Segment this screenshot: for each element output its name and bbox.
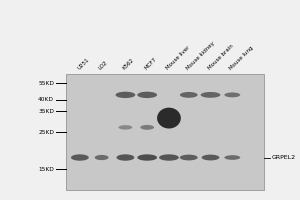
Text: 55KD: 55KD [38,81,54,86]
Ellipse shape [202,155,220,160]
Ellipse shape [159,154,179,161]
Text: Mouse lung: Mouse lung [229,45,255,71]
Ellipse shape [224,92,240,97]
Ellipse shape [224,155,240,160]
Text: LO2: LO2 [98,60,109,71]
Text: 15KD: 15KD [38,167,54,172]
Ellipse shape [116,154,134,161]
Ellipse shape [180,155,198,160]
Ellipse shape [137,154,157,161]
Text: Mouse liver: Mouse liver [165,45,191,71]
Ellipse shape [157,108,181,129]
Ellipse shape [180,92,198,98]
Text: 25KD: 25KD [38,130,54,134]
Text: Mouse brain: Mouse brain [207,44,234,71]
Ellipse shape [137,92,157,98]
Ellipse shape [95,155,109,160]
Text: U251: U251 [76,57,90,71]
Bar [66,74,264,190]
Ellipse shape [201,92,220,98]
Ellipse shape [71,154,89,161]
Ellipse shape [116,92,135,98]
Text: 35KD: 35KD [38,109,54,114]
Ellipse shape [118,125,132,130]
Text: 40KD: 40KD [38,97,54,102]
Text: Mouse kidney: Mouse kidney [185,41,215,71]
Text: GRPEL2: GRPEL2 [272,155,296,160]
Text: K562: K562 [122,58,135,71]
Text: MCF7: MCF7 [144,57,158,71]
Ellipse shape [140,125,154,130]
